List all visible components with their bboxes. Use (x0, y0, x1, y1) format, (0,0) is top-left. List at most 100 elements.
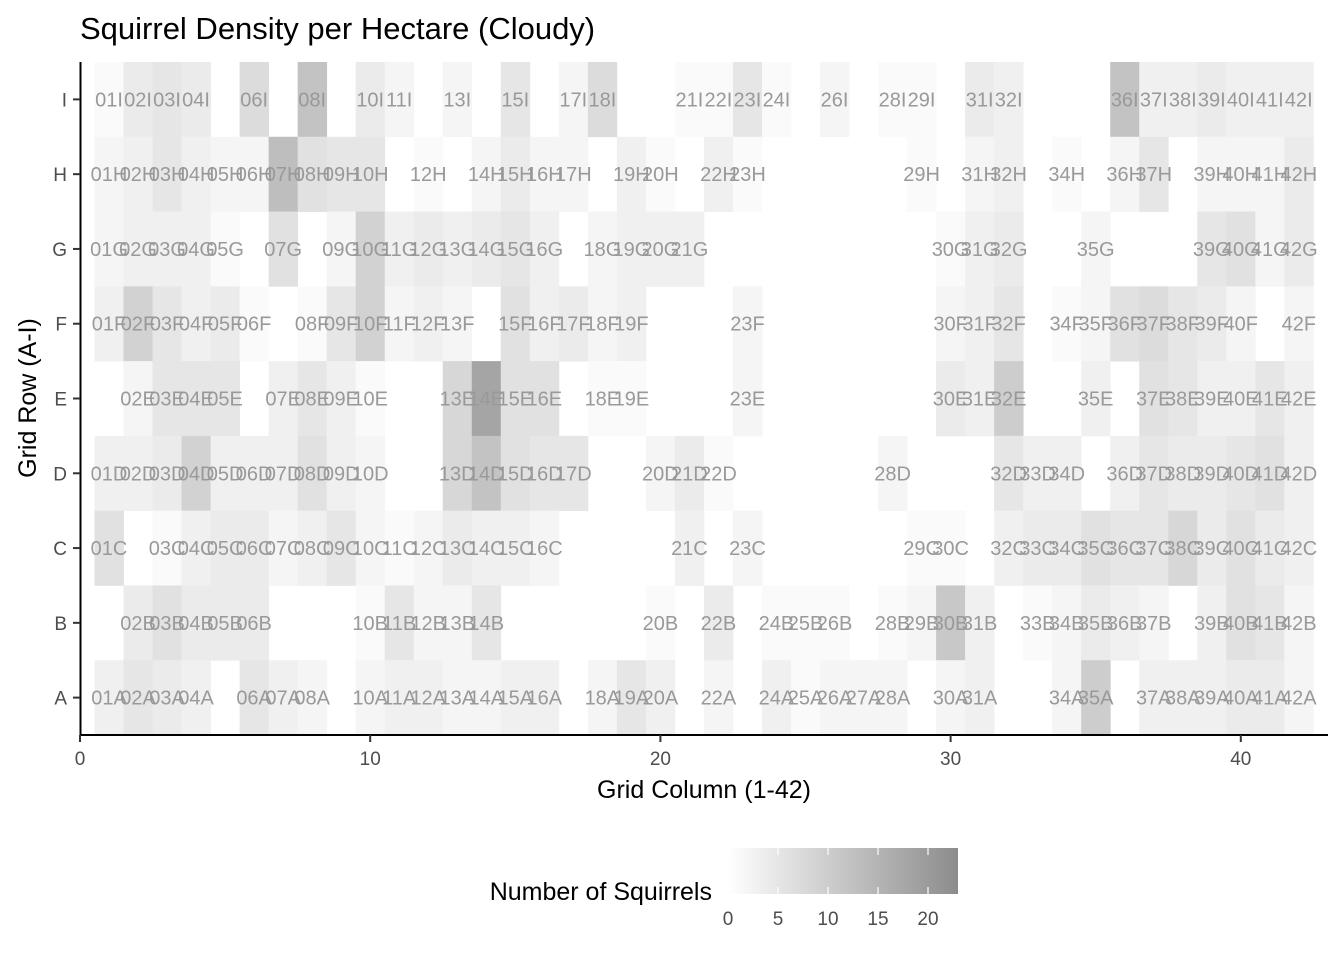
heatmap-cell (500, 435, 531, 512)
heatmap-cell (413, 510, 444, 586)
heatmap-cell-label: 32G (990, 239, 1028, 261)
heatmap-cell-label: 34A (1049, 688, 1085, 710)
heatmap-cell (1255, 585, 1285, 661)
heatmap-cell (1255, 510, 1285, 586)
heatmap-cell-label: 40C (1222, 538, 1259, 560)
heatmap-cell-label: 42B (1281, 613, 1317, 635)
heatmap-cell-labels: 01I 02I 03I 04I 06I 08I 10I 11I 13I 15I 17I 18I 21I 2… (90, 89, 1318, 709)
heatmap-cell (1197, 510, 1227, 586)
heatmap-cell (94, 136, 124, 212)
heatmap-cell-label: 17H (555, 164, 592, 186)
heatmap-cell (471, 660, 502, 736)
heatmap-cell-label: 02D (120, 463, 157, 485)
heatmap-cell-label: 33D (1019, 463, 1056, 485)
heatmap-cell (239, 435, 270, 512)
heatmap-cell (587, 660, 618, 736)
heatmap-cell-label: 36C (1106, 538, 1143, 560)
heatmap-cell (355, 361, 386, 437)
heatmap-cell (326, 211, 357, 287)
heatmap-cell (1226, 211, 1256, 287)
heatmap-cell-label: 29C (903, 538, 940, 560)
heatmap-cell-label: 10F (353, 314, 387, 336)
heatmap-cell (500, 286, 531, 362)
heatmap-cell-label: 37B (1136, 613, 1172, 635)
heatmap-cell-label: 14E (468, 389, 504, 411)
heatmap-cell-label: 06F (237, 314, 271, 336)
heatmap-cell (907, 62, 937, 138)
heatmap-cell-label: 27A (846, 688, 882, 710)
heatmap-cell (907, 510, 937, 586)
heatmap-cell (732, 361, 763, 437)
heatmap-cell-label: 15F (498, 314, 532, 336)
heatmap-cell (936, 361, 966, 437)
heatmap-cell (384, 62, 415, 138)
x-tick-label: 10 (360, 749, 381, 770)
heatmap-cell-label: 05F (208, 314, 242, 336)
heatmap-cell (1052, 585, 1082, 661)
heatmap-cell-label: 39B (1194, 613, 1230, 635)
heatmap-cell-label: 35C (1077, 538, 1114, 560)
heatmap-cell-label: 03F (150, 314, 184, 336)
heatmap-cell-label: 23C (729, 538, 766, 560)
heatmap-cell (1110, 510, 1140, 586)
heatmap-cell (761, 660, 792, 736)
heatmap-cell (994, 510, 1024, 586)
heatmap-cell-label: 01F (92, 314, 126, 336)
heatmap-cell (645, 211, 676, 287)
heatmap-cell-label: 41H (1251, 164, 1288, 186)
heatmap-cell-label: 29H (903, 164, 940, 186)
heatmap-cell-label: 03H (149, 164, 186, 186)
heatmap-cell (1110, 136, 1140, 212)
y-tick-label: G (52, 240, 67, 261)
heatmap-cell-label: 31F (962, 314, 996, 336)
y-tick-label: C (53, 539, 67, 560)
heatmap-cell (152, 361, 182, 437)
heatmap-cell-label: 20G (641, 239, 679, 261)
heatmap-cell (1197, 660, 1227, 736)
heatmap-cell-label: 40E (1223, 389, 1259, 411)
heatmap-cell (181, 136, 211, 212)
heatmap-cell (471, 510, 502, 586)
heatmap-cell (587, 361, 618, 437)
heatmap-cell-label: 06A (236, 688, 272, 710)
heatmap-cell-label: 13F (440, 314, 474, 336)
heatmap-cell (442, 435, 473, 512)
heatmap-cell-label: 39F (1195, 314, 1229, 336)
heatmap-cell (703, 435, 734, 512)
heatmap-cell (674, 435, 705, 512)
heatmap-cell (1284, 660, 1314, 736)
heatmap-cell-label: 02E (120, 389, 156, 411)
heatmap-cell (152, 136, 182, 212)
heatmap-cell-label: 37E (1136, 389, 1172, 411)
heatmap-cell-label: 06D (236, 463, 273, 485)
heatmap-cell (210, 286, 241, 362)
heatmap-cell-label: 18I (588, 89, 616, 111)
heatmap-cell (1139, 660, 1169, 736)
heatmap-cell (820, 62, 850, 138)
heatmap-cell (1110, 585, 1140, 661)
heatmap-cell (1284, 435, 1314, 512)
heatmap-cell (965, 286, 995, 362)
heatmap-cell-label: 07A (265, 688, 301, 710)
heatmap-cell (616, 660, 647, 736)
heatmap-cell (1255, 361, 1285, 437)
heatmap-cell (1139, 435, 1169, 512)
heatmap-cell (878, 435, 908, 512)
heatmap-cell-label: 02A (120, 688, 156, 710)
heatmap-cell (1168, 62, 1198, 138)
heatmap-cell-label: 42G (1280, 239, 1318, 261)
heatmap-cell-label: 09H (323, 164, 360, 186)
heatmap-cell (500, 136, 531, 212)
heatmap-cell (268, 435, 299, 512)
heatmap-cell-label: 34D (1048, 463, 1085, 485)
heatmap-cell-label: 39A (1194, 688, 1230, 710)
y-tick-label: I (62, 90, 67, 111)
heatmap-cell (123, 435, 153, 512)
heatmap-cell (500, 660, 531, 736)
heatmap-cell-label: 16H (526, 164, 563, 186)
heatmap-cell-label: 08C (294, 538, 331, 560)
heatmap-cell (645, 585, 676, 661)
heatmap-cell-label: 18F (585, 314, 619, 336)
heatmap-cell (936, 585, 966, 661)
heatmap-cell-label: 09D (323, 463, 360, 485)
